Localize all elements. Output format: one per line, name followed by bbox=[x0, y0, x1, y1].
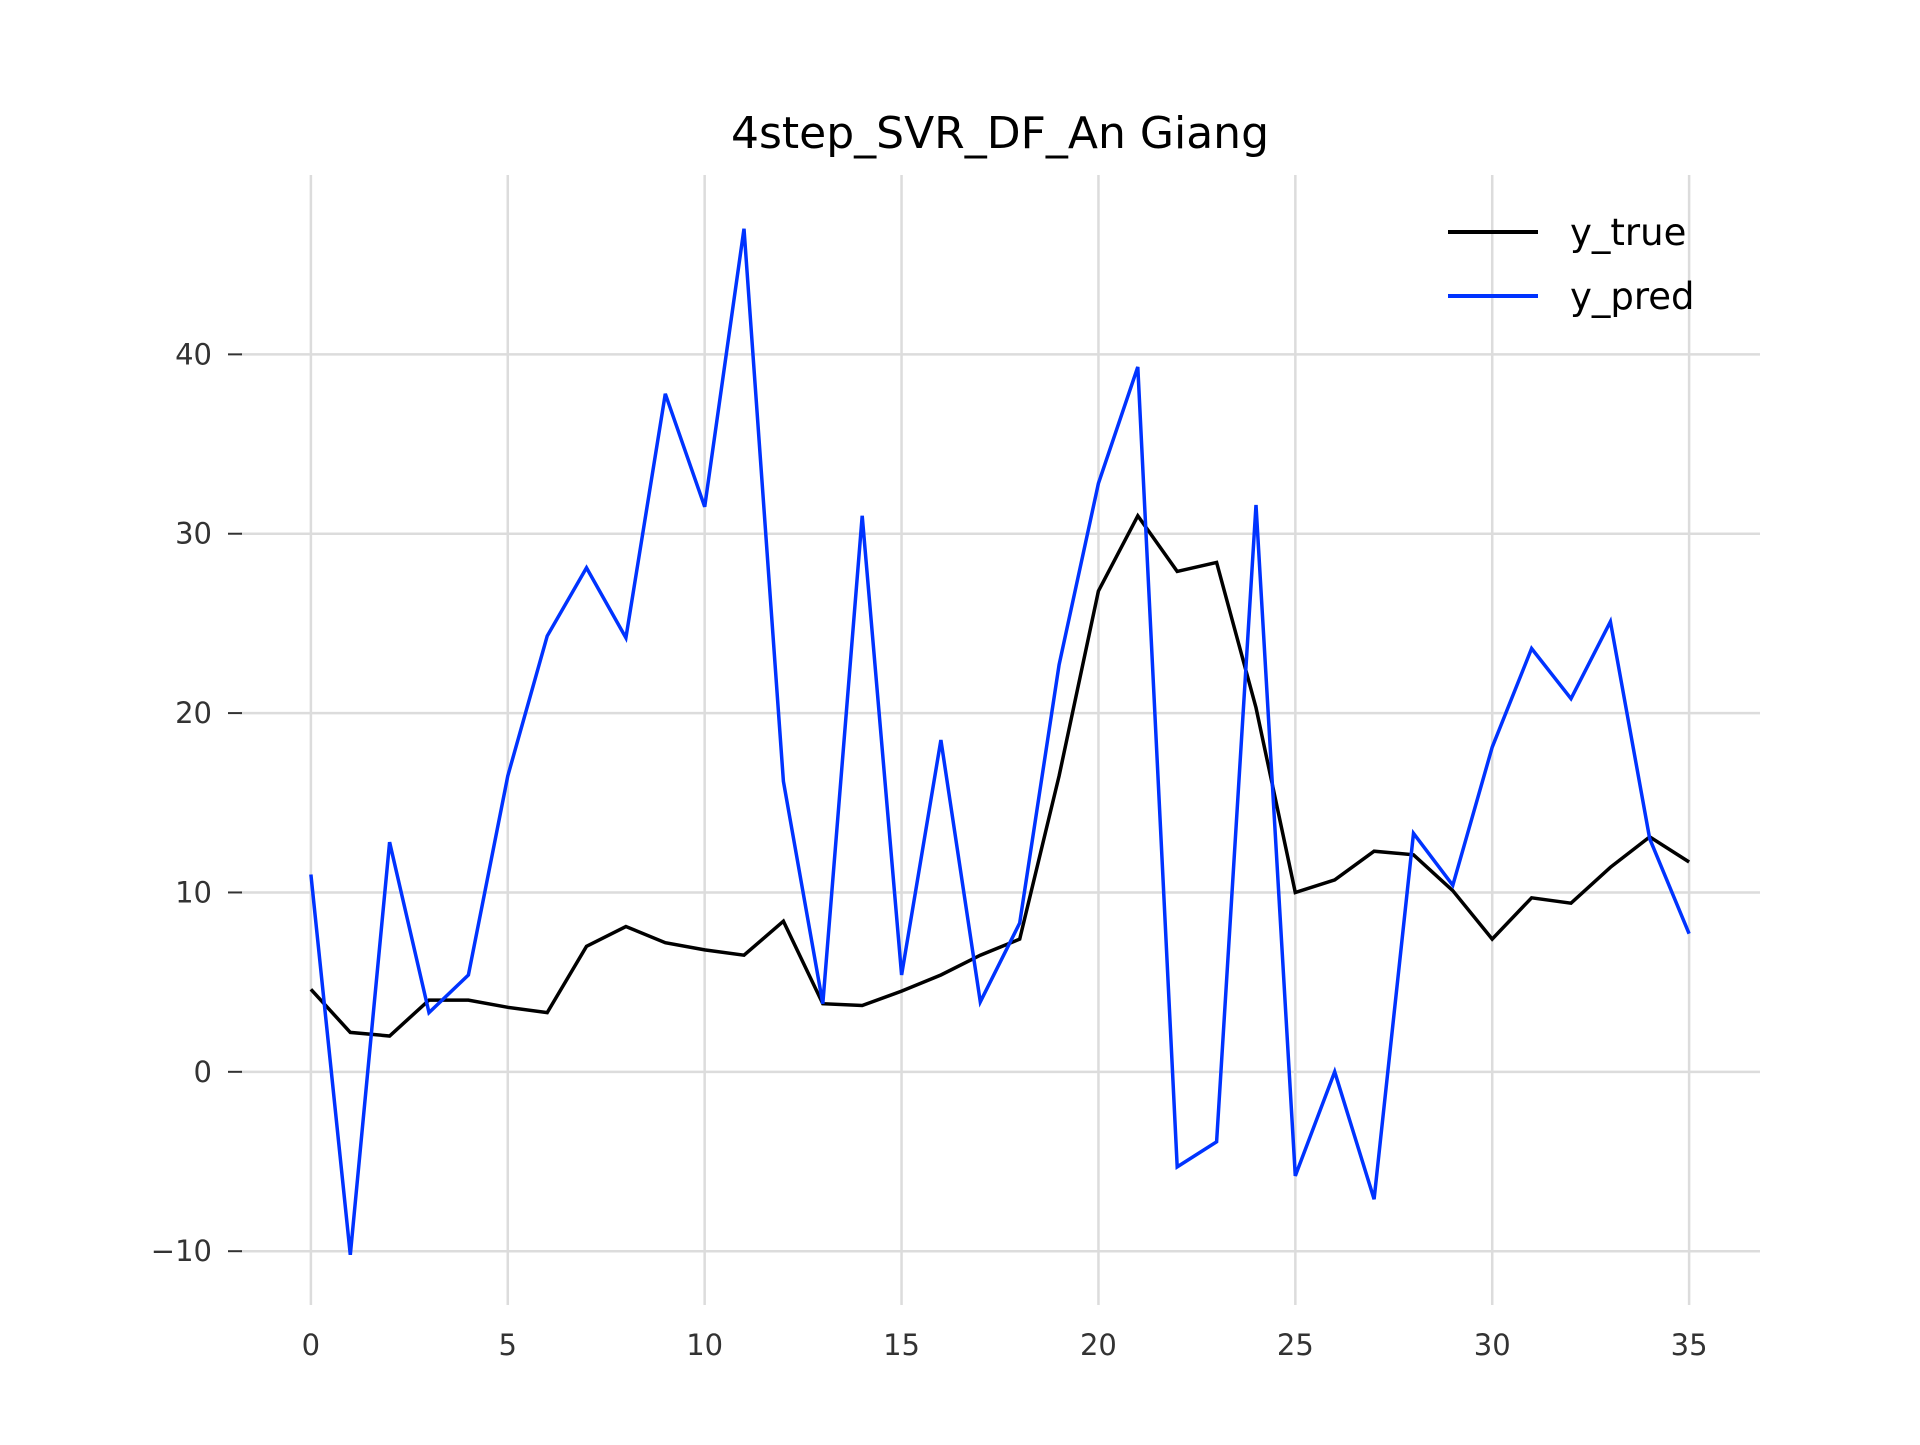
x-tick-label: 30 bbox=[1474, 1328, 1511, 1362]
x-tick-label: 25 bbox=[1277, 1328, 1314, 1362]
series-line-y-pred bbox=[309, 228, 1691, 1255]
legend-label-y-pred: y_pred bbox=[1570, 275, 1695, 318]
x-tick-label: 20 bbox=[1080, 1328, 1117, 1362]
y-tick-label: 40 bbox=[175, 337, 212, 371]
grid bbox=[240, 175, 1760, 1305]
x-tick-label: 35 bbox=[1671, 1328, 1708, 1362]
y-axis: −10 0 10 20 30 40 bbox=[151, 337, 242, 1268]
series-layer bbox=[309, 228, 1691, 1255]
x-tick-label: 15 bbox=[883, 1328, 920, 1362]
legend: y_true y_pred bbox=[1448, 211, 1695, 318]
x-axis: 0 5 10 15 20 25 30 35 bbox=[302, 1328, 1708, 1362]
x-tick-label: 10 bbox=[686, 1328, 723, 1362]
y-tick-label: 10 bbox=[175, 875, 212, 909]
y-tick-label: 0 bbox=[194, 1055, 212, 1089]
series-line-y-true bbox=[309, 512, 1691, 1038]
chart-title: 4step_SVR_DF_An Giang bbox=[731, 108, 1269, 159]
y-tick-label: −10 bbox=[151, 1234, 212, 1268]
x-tick-label: 0 bbox=[302, 1328, 320, 1362]
x-tick-label: 5 bbox=[499, 1328, 517, 1362]
y-tick-label: 20 bbox=[175, 696, 212, 730]
legend-label-y-true: y_true bbox=[1570, 211, 1686, 254]
y-tick-label: 30 bbox=[175, 517, 212, 551]
